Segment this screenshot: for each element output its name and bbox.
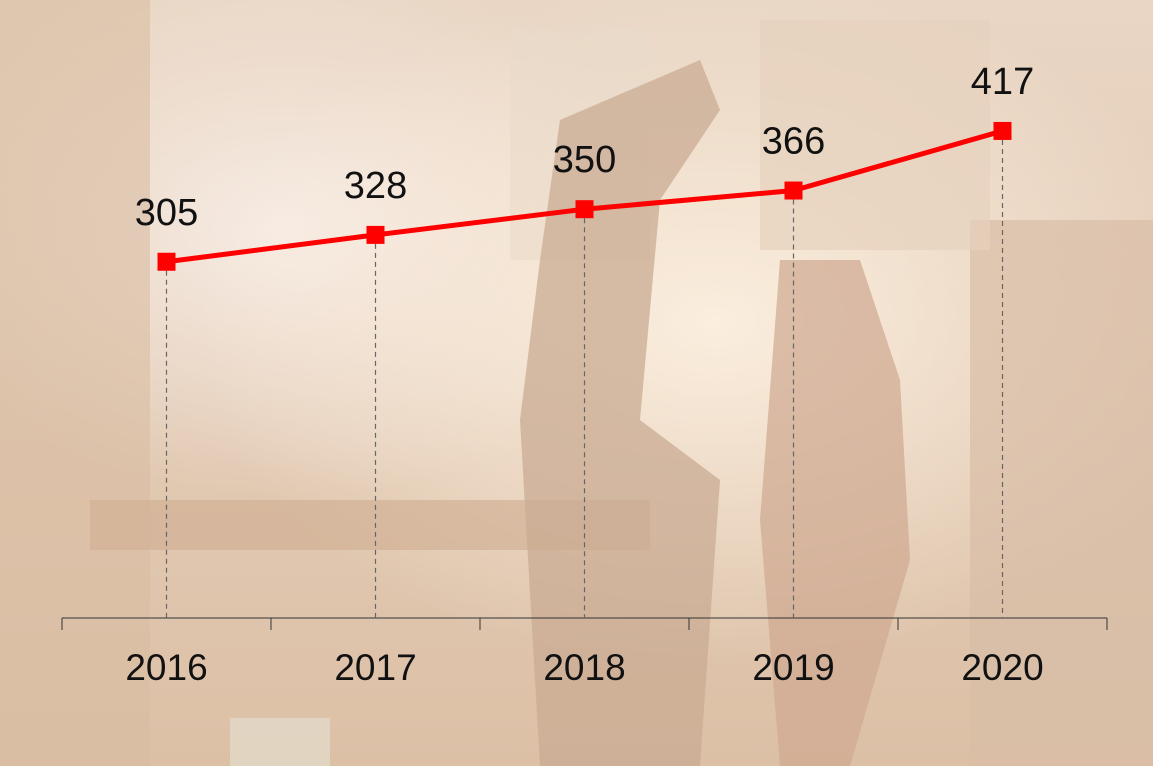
marker — [784, 181, 803, 200]
x-tick-label: 2017 — [334, 647, 416, 688]
marker — [366, 225, 385, 244]
marker — [993, 121, 1012, 140]
data-label: 350 — [553, 139, 616, 181]
x-tick-label: 2020 — [961, 647, 1043, 688]
marker — [157, 252, 176, 271]
x-tick-label: 2018 — [543, 647, 625, 688]
data-label: 417 — [971, 61, 1034, 103]
data-label: 366 — [762, 121, 825, 163]
x-tick-label: 2016 — [125, 647, 207, 688]
data-label: 328 — [344, 165, 407, 207]
x-tick-label: 2019 — [752, 647, 834, 688]
data-label: 305 — [135, 192, 198, 234]
marker — [575, 200, 594, 219]
